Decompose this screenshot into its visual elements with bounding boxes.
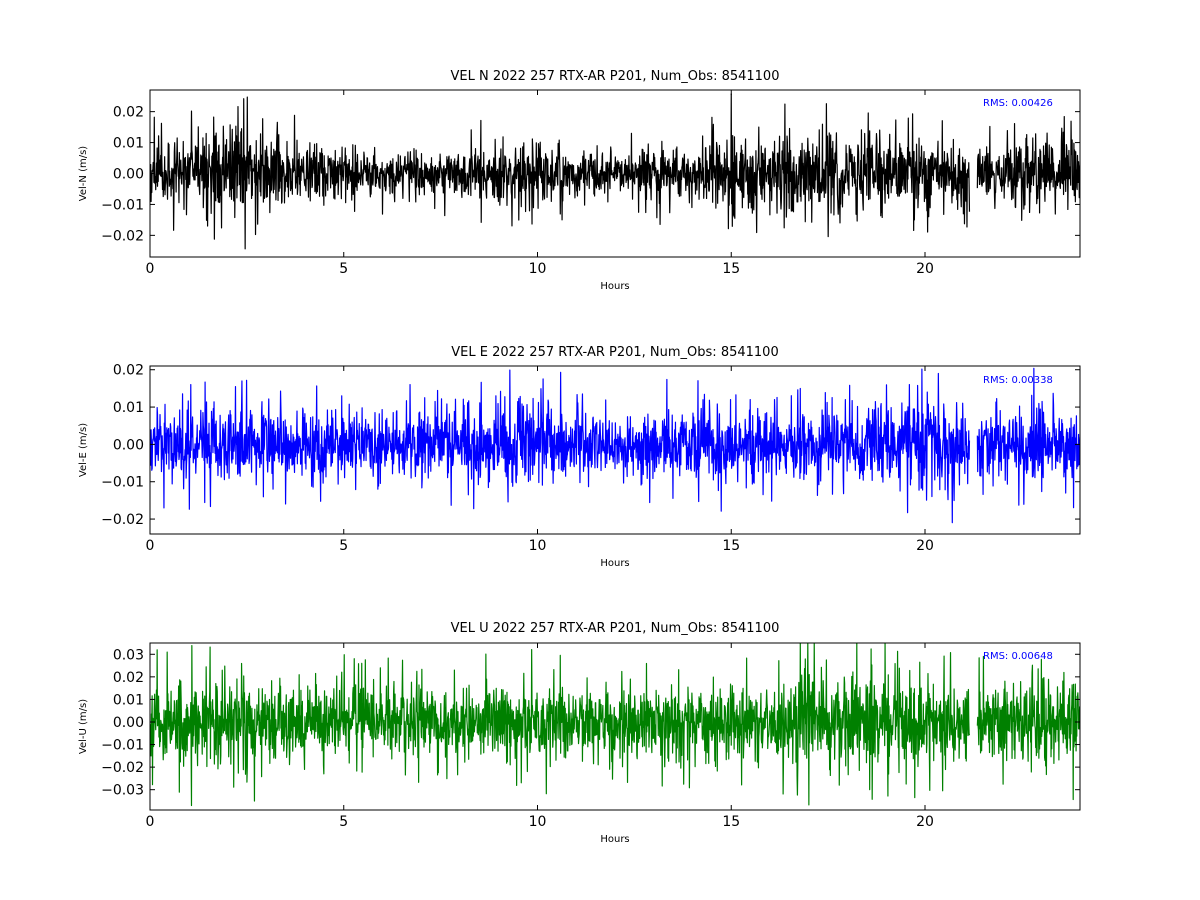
x-axis-label: Hours: [600, 558, 629, 569]
y-tick-label: −0.01: [101, 738, 144, 754]
tick-group: 0 5 10 15 20 −0.03 −0.02 −0.01 0.00 0.01 0.02 0.03: [101, 643, 1080, 830]
x-tick-label: 0: [146, 261, 155, 277]
y-tick-label: 0.02: [113, 670, 144, 686]
x-tick-label: 0: [146, 538, 155, 554]
tick-group: 0 5 10 15 20 −0.02 −0.01 0.00 0.01 0.02: [101, 90, 1080, 277]
x-tick-label: 15: [722, 814, 740, 830]
y-axis-label: Vel-N (m/s): [78, 146, 89, 201]
y-tick-label: 0.01: [113, 692, 144, 708]
series-line: [150, 93, 1080, 250]
rms-annotation: RMS: 0.00426: [983, 98, 1053, 109]
y-tick-label: −0.02: [101, 512, 144, 528]
panel-vel-u: VEL U 2022 257 RTX-AR P201, Num_Obs: 854…: [78, 621, 1081, 845]
plot-area: [150, 643, 1080, 807]
y-tick-label: 0.00: [113, 167, 144, 183]
y-tick-label: 0.03: [113, 647, 144, 663]
y-tick-label: 0.00: [113, 715, 144, 731]
plot-area: [150, 367, 1080, 524]
y-tick-label: −0.02: [101, 228, 144, 244]
x-tick-label: 5: [339, 261, 348, 277]
y-tick-label: 0.02: [113, 105, 144, 121]
x-axis-label: Hours: [600, 281, 629, 292]
x-tick-label: 15: [722, 538, 740, 554]
x-tick-label: 20: [916, 538, 934, 554]
axes-frame: [149, 642, 1081, 811]
x-tick-label: 15: [722, 261, 740, 277]
plot-area: [150, 93, 1080, 250]
x-axis-label: Hours: [600, 834, 629, 845]
panel-title: VEL N 2022 257 RTX-AR P201, Num_Obs: 854…: [451, 69, 780, 84]
y-axis-label: Vel-E (m/s): [78, 423, 89, 477]
panel-title: VEL U 2022 257 RTX-AR P201, Num_Obs: 854…: [451, 621, 780, 636]
panel-vel-e: VEL E 2022 257 RTX-AR P201, Num_Obs: 854…: [78, 345, 1081, 569]
x-tick-label: 20: [916, 814, 934, 830]
y-tick-label: −0.02: [101, 760, 144, 776]
x-tick-label: 0: [146, 814, 155, 830]
rms-annotation: RMS: 0.00648: [983, 651, 1053, 662]
x-tick-label: 10: [529, 261, 547, 277]
x-tick-label: 20: [916, 261, 934, 277]
x-tick-label: 10: [529, 538, 547, 554]
panel-title: VEL E 2022 257 RTX-AR P201, Num_Obs: 854…: [451, 345, 778, 360]
series-line: [150, 367, 1080, 524]
y-axis-label: Vel-U (m/s): [78, 699, 89, 754]
y-tick-label: 0.00: [113, 437, 144, 453]
x-tick-label: 10: [529, 814, 547, 830]
x-tick-label: 5: [339, 814, 348, 830]
y-tick-label: 0.01: [113, 136, 144, 152]
y-tick-label: −0.01: [101, 197, 144, 213]
y-tick-label: −0.01: [101, 475, 144, 491]
tick-group: 0 5 10 15 20 −0.02 −0.01 0.00 0.01 0.02: [101, 363, 1080, 554]
rms-annotation: RMS: 0.00338: [983, 375, 1053, 386]
series-line: [150, 643, 1080, 807]
x-tick-label: 5: [339, 538, 348, 554]
y-tick-label: −0.03: [101, 783, 144, 799]
panel-vel-n: VEL N 2022 257 RTX-AR P201, Num_Obs: 854…: [78, 69, 1081, 292]
y-tick-label: 0.02: [113, 363, 144, 379]
y-tick-label: 0.01: [113, 400, 144, 416]
axes-frame: [149, 365, 1081, 535]
